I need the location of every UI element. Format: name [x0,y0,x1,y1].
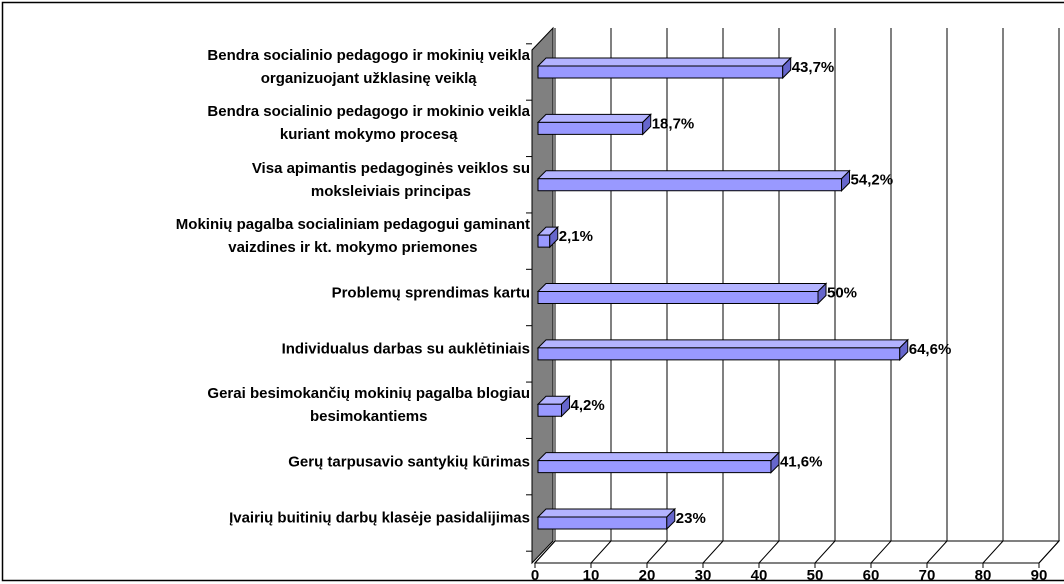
bar-front [537,234,551,248]
x-tick-label: 0 [531,567,539,584]
bar-end [666,507,676,531]
x-tick-label: 40 [751,567,768,584]
grid-line [702,28,724,564]
value-label: 23% [676,510,706,527]
grid-line [1038,28,1060,564]
grid-line [870,28,892,564]
x-tick-label: 80 [975,567,992,584]
value-label: 41,6% [780,454,823,471]
bar-top [536,170,851,180]
bar-end [561,395,571,418]
grid-line [646,28,668,564]
bar [536,225,559,249]
x-tick-label: 10 [583,567,600,584]
bar-top [536,283,828,292]
bar-top [536,339,909,349]
bar-front [537,178,843,192]
bar [536,56,792,80]
x-tick-label: 50 [807,567,824,584]
bar [536,451,781,474]
category-label: Individualus darbas su auklėtiniais [281,340,530,358]
category-label: Gerai besimokančių mokinių pagalba blogi… [207,385,530,426]
bar-top [536,508,677,518]
x-tick-label: 60 [863,567,880,584]
value-label: 2,1% [559,228,593,245]
bar-top [536,113,652,123]
value-label: 43,7% [792,59,835,76]
bar-end [841,169,851,192]
bar-end [817,282,827,305]
x-tick-label: 90 [1031,567,1048,584]
bar [536,338,909,362]
category-label: Įvairių buitinių darbų klasėje pasidalij… [229,509,530,527]
bar-front [537,460,772,474]
bar [536,169,851,192]
category-label: Bendra socialinio pedagogo ir mokinių ve… [207,47,530,87]
category-label: Problemų sprendimas kartu [331,284,530,301]
bar-top [536,57,792,67]
category-label: Mokinių pagalba socialiniam pedagogui ga… [175,216,530,257]
bar [536,507,677,531]
grid-line [814,28,836,564]
category-label: Visa apimantis pedagoginės veiklos su mo… [251,159,530,200]
bar-front [537,291,819,304]
bar-end [782,56,792,80]
bar-end [642,113,652,136]
value-label: 54,2% [851,172,894,189]
value-label: 4,2% [571,397,605,414]
bar [536,113,652,136]
x-tick-label: 30 [695,567,712,584]
bar-front [537,347,901,361]
bar-end [549,225,559,249]
bar-front [537,121,644,135]
bar-front [537,65,784,79]
bar-top [536,452,781,462]
category-label: Gerų tarpusavio santykių kūrimas [288,453,530,471]
value-label: 50% [827,284,857,301]
grid-line [982,28,1004,564]
grid-line [590,28,612,564]
bar-end [770,451,780,474]
bar-end [899,338,909,362]
value-label: 64,6% [909,341,952,358]
bar-front [537,403,563,417]
x-tick-label: 70 [919,567,936,584]
category-label: Bendra socialinio pedagogo ir mokinio ve… [207,103,530,144]
value-label: 18,7% [652,115,695,132]
grid-line [758,28,780,564]
bar [536,395,571,418]
bar [536,282,828,305]
grid-line [926,28,948,564]
floor [533,540,1061,564]
grid-line [534,28,556,564]
x-tick-label: 20 [639,567,656,584]
bar-front [537,516,668,530]
